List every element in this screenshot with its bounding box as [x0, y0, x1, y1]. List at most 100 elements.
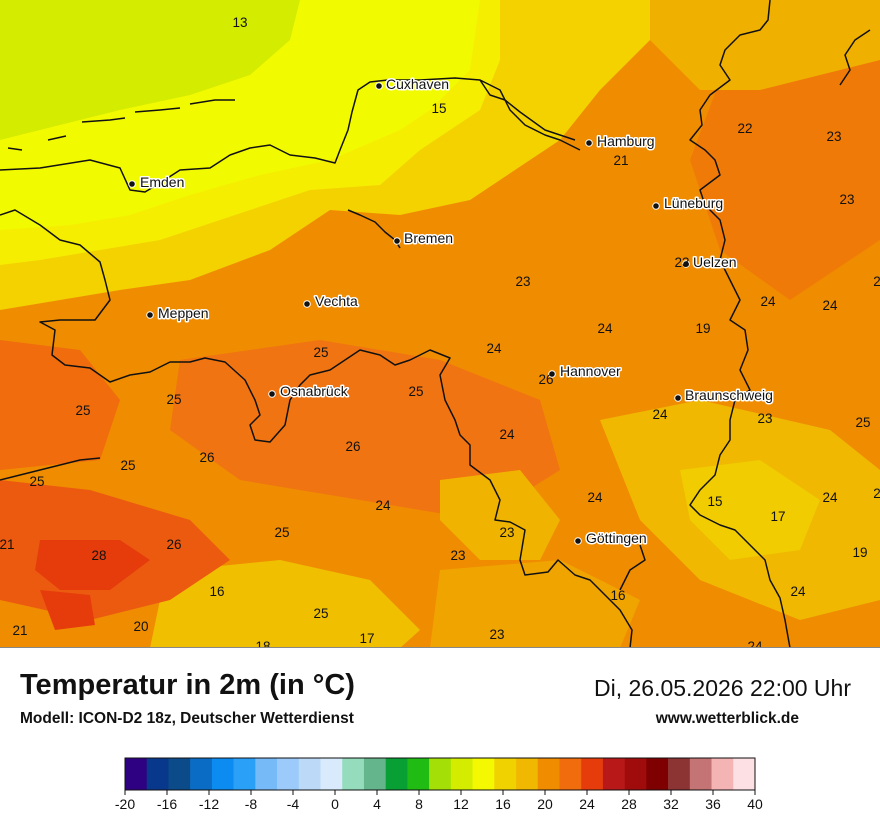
city-label: Uelzen	[693, 254, 737, 270]
temp-label: 23	[826, 129, 841, 144]
temp-label: 25	[855, 415, 870, 430]
city-markers: Cuxhaven Hamburg Emden Lüneburg Bremen U…	[128, 75, 774, 548]
city-dot	[375, 82, 383, 90]
city-dot	[548, 370, 556, 378]
city-label: Vechta	[315, 293, 358, 309]
temp-label: 16	[610, 588, 625, 603]
state-border-se	[619, 544, 646, 591]
city-dot	[268, 390, 276, 398]
field-zone-southeast-cold	[680, 460, 820, 560]
temp-label: 15	[431, 101, 446, 116]
legend-swatch	[429, 758, 452, 790]
city-label: Braunschweig	[685, 387, 773, 403]
temp-label: 26	[538, 372, 553, 387]
city-braunschweig: Braunschweig	[674, 386, 774, 405]
temp-label: 23	[489, 627, 504, 642]
city-cuxhaven: Cuxhaven	[375, 75, 451, 94]
map-bottom-border	[0, 647, 880, 648]
city-uelzen: Uelzen	[682, 253, 738, 272]
temp-label: 26	[199, 450, 214, 465]
map-title: Temperatur in 2m (in °C)	[20, 669, 355, 701]
legend-swatch	[602, 758, 625, 790]
city-dot	[585, 139, 593, 147]
temp-label: 19	[695, 321, 710, 336]
legend-tick-label: 40	[747, 796, 763, 812]
temp-label: 17	[359, 631, 374, 646]
temp-label: 26	[345, 439, 360, 454]
legend-swatch	[168, 758, 191, 790]
city-label: Göttingen	[586, 530, 647, 546]
legend-ticks: -20 -16 -12 -8 -4 0 4 8 12 16 20 24 28 32 36 40	[115, 790, 763, 812]
temp-label: 2	[873, 274, 880, 289]
temp-label: 26	[166, 537, 181, 552]
temp-label: 25	[29, 474, 44, 489]
field-zone-south-valleys	[150, 560, 420, 648]
temperature-field	[0, 0, 880, 648]
legend-swatch	[733, 758, 756, 790]
city-hamburg: Hamburg	[585, 132, 656, 151]
legend-swatch	[494, 758, 517, 790]
legend-frame	[124, 757, 756, 791]
temp-label: 24	[822, 490, 838, 505]
city-emden: Emden	[128, 173, 186, 192]
city-label: Meppen	[158, 305, 209, 321]
legend-swatch	[342, 758, 365, 790]
legend-swatch	[559, 758, 582, 790]
field-zone-12	[0, 0, 300, 140]
city-osnabrueck: Osnabrück	[268, 382, 350, 401]
temp-label: 25	[274, 525, 289, 540]
temp-label: 13	[232, 15, 247, 30]
legend-swatch	[646, 758, 669, 790]
temp-label: 28	[91, 548, 106, 563]
legend-tick-label: 0	[331, 796, 339, 812]
city-dot	[393, 237, 401, 245]
temp-label: 25	[166, 392, 181, 407]
temp-label: 21	[12, 623, 27, 638]
website-link[interactable]: www.wetterblick.de	[655, 710, 799, 727]
temp-label: 24	[499, 427, 515, 442]
legend-tick-label: -16	[157, 796, 177, 812]
legend-swatch	[516, 758, 539, 790]
legend-swatch	[146, 758, 169, 790]
temperature-labels: 13 15 2 2 23 21 23 23 23 24 24 24 19 25 2…	[0, 15, 880, 648]
legend-swatch	[190, 758, 213, 790]
city-lueneburg: Lüneburg	[652, 194, 725, 213]
legend-tick-label: 36	[705, 796, 721, 812]
legend-swatch	[233, 758, 256, 790]
temp-label: 23	[839, 192, 854, 207]
temp-label: 18	[255, 639, 270, 648]
islands-4	[47, 135, 67, 141]
temperature-map: Cuxhaven Hamburg Emden Lüneburg Bremen U…	[0, 0, 880, 648]
temp-label: 15	[707, 494, 722, 509]
legend-swatch	[450, 758, 473, 790]
legend-tick-label: 28	[621, 796, 637, 812]
temp-label: 17	[770, 509, 785, 524]
field-zone-southwest-hot2	[40, 590, 95, 630]
temp-label: 24	[652, 407, 668, 422]
city-dot	[574, 537, 582, 545]
field-zone-hills	[440, 470, 560, 560]
legend-swatch	[537, 758, 560, 790]
legend-tick-label: 24	[579, 796, 595, 812]
field-zone-east-warm	[690, 60, 880, 300]
state-border-northeast	[839, 29, 871, 86]
legend-swatch	[211, 758, 234, 790]
temp-label: 24	[790, 584, 806, 599]
temp-label: 23	[757, 411, 772, 426]
city-label: Hamburg	[597, 133, 655, 149]
city-label: Bremen	[404, 230, 453, 246]
temp-label: 25	[313, 606, 328, 621]
legend-tick-label: 20	[537, 796, 553, 812]
legend-swatch	[298, 758, 321, 790]
city-bremen: Bremen	[393, 229, 455, 248]
model-source: Modell: ICON-D2 18z, Deutscher Wetterdie…	[20, 710, 354, 727]
temp-label: 24	[587, 490, 603, 505]
city-hannover: Hannover	[548, 362, 623, 381]
legend-tick-label: 12	[453, 796, 469, 812]
legend-tick-label: 4	[373, 796, 381, 812]
temp-label: 19	[852, 545, 867, 560]
elbe-estuary	[479, 79, 576, 141]
islands-1	[81, 117, 126, 123]
temp-label: 2	[873, 486, 880, 501]
city-label: Hannover	[560, 363, 621, 379]
